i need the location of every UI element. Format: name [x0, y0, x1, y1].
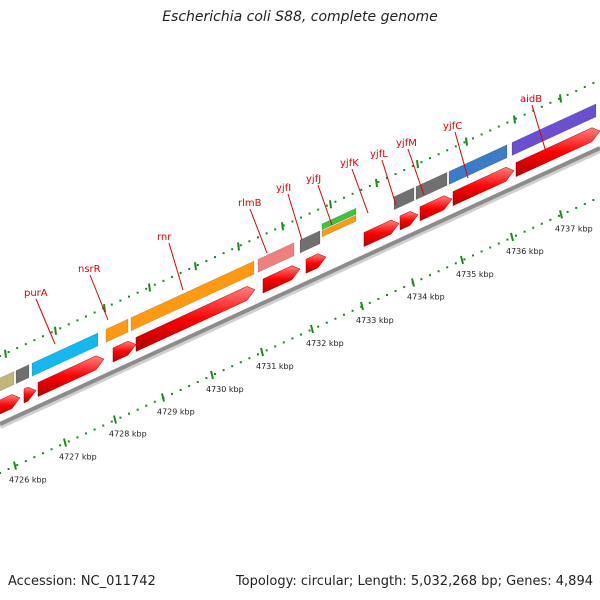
upper-major-tick	[513, 115, 516, 124]
gene-label: yjfI	[276, 183, 291, 194]
kbp-label: 4726 kbp	[9, 476, 47, 485]
cds-arrow	[452, 166, 515, 207]
cds-arrow	[262, 265, 301, 294]
cds-arrow	[515, 127, 600, 178]
leader-line	[317, 184, 333, 226]
upper-major-tick	[465, 137, 468, 146]
gene-label: yjfJ	[306, 174, 321, 185]
gene-olive	[0, 371, 15, 392]
backbone-line	[0, 146, 600, 426]
leader-line	[381, 159, 397, 206]
cds-arrow	[419, 195, 453, 222]
coordinate-ruler: 4726 kbp 4727 kbp 4728 kbp 4729 kbp 4730 kbp…	[0, 82, 595, 485]
gene-labels: purA nsrR rnr rlmB yjfI yjfJ yjfK yjfL yjfM yjfC a…	[24, 94, 547, 345]
upper-major-tick	[194, 262, 197, 271]
gene-label: purA	[24, 288, 48, 299]
cds-arrow	[399, 211, 419, 231]
gene-aidB	[511, 103, 597, 156]
accession-text: Accession: NC_011742	[8, 574, 156, 589]
genome-title: Escherichia coli S88, complete genome	[162, 9, 438, 25]
kbp-label: 4734 kbp	[407, 292, 445, 301]
major-tick	[113, 415, 117, 424]
kbp-label: 4729 kbp	[157, 407, 195, 416]
gene-purA	[31, 332, 99, 377]
cds-arrow	[363, 219, 400, 247]
major-tick	[260, 347, 264, 357]
major-tick	[13, 461, 17, 470]
genome-backbone	[0, 146, 600, 429]
major-tick	[210, 370, 214, 380]
kbp-label: 4735 kbp	[456, 270, 494, 279]
leader-line	[35, 298, 56, 345]
genome-stats-text: Topology: circular; Length: 5,032,268 bp…	[235, 574, 593, 589]
major-tick	[460, 255, 464, 265]
leader-line	[89, 274, 109, 321]
kbp-label: 4736 kbp	[506, 247, 544, 256]
cds-arrow	[112, 340, 137, 363]
gene-label: rlmB	[238, 198, 262, 209]
gene-label: aidB	[520, 94, 542, 105]
upper-major-tick	[148, 283, 151, 292]
leader-line	[531, 104, 547, 153]
kbp-label: 4732 kbp	[306, 339, 344, 348]
upper-major-tick	[329, 200, 332, 209]
cds-arrow	[135, 286, 256, 352]
leader-line	[454, 131, 469, 179]
major-tick	[360, 301, 364, 311]
upper-major-tick	[559, 94, 562, 103]
cds-arrow	[305, 253, 327, 274]
gene-yjfJ	[321, 207, 357, 231]
kbp-label: 4730 kbp	[206, 385, 244, 394]
upper-major-tick	[4, 349, 7, 358]
upper-dotted-line	[0, 82, 595, 357]
kbp-label: 4731 kbp	[256, 362, 294, 371]
kbp-label: 4737 kbp	[555, 224, 593, 233]
kbp-label: 4728 kbp	[109, 430, 147, 439]
major-tick	[559, 210, 563, 219]
major-tick	[310, 324, 314, 334]
upper-major-tick	[281, 222, 284, 231]
upper-major-tick	[416, 160, 419, 169]
major-tick	[510, 232, 514, 242]
gene-label: yjfC	[443, 121, 462, 132]
gene-label: rnr	[157, 232, 172, 243]
major-tick	[63, 438, 67, 447]
cds-arrow	[0, 394, 21, 415]
upper-major-tick	[54, 326, 57, 335]
leader-line	[407, 148, 425, 196]
gene-gray	[15, 364, 30, 385]
leader-line	[249, 208, 268, 254]
gene-yjfC	[448, 144, 508, 185]
gene-yjfK	[321, 214, 357, 238]
gene-yjfL	[393, 187, 415, 211]
gene-label: yjfM	[396, 138, 417, 149]
major-tick	[411, 278, 415, 287]
kbp-label: 4727 kbp	[59, 453, 97, 462]
cds-arrow	[23, 386, 37, 404]
gene-label: yjfK	[340, 158, 359, 169]
upper-major-tick	[237, 242, 240, 251]
leader-line	[351, 168, 369, 214]
cds-arrow	[37, 355, 105, 397]
leader-line	[287, 193, 303, 241]
gene-label: nsrR	[78, 264, 101, 275]
gene-track	[0, 103, 600, 415]
gene-nsrR	[105, 318, 129, 343]
leader-line	[168, 242, 184, 291]
gene-rlmB	[257, 242, 295, 273]
gene-yjfI	[299, 230, 321, 254]
kbp-label: 4733 kbp	[356, 316, 394, 325]
major-tick	[161, 393, 165, 402]
upper-major-tick	[375, 178, 378, 188]
ruler-dotted-line	[0, 199, 595, 474]
gene-rnr	[130, 260, 255, 332]
gene-label: yjfL	[370, 149, 388, 160]
